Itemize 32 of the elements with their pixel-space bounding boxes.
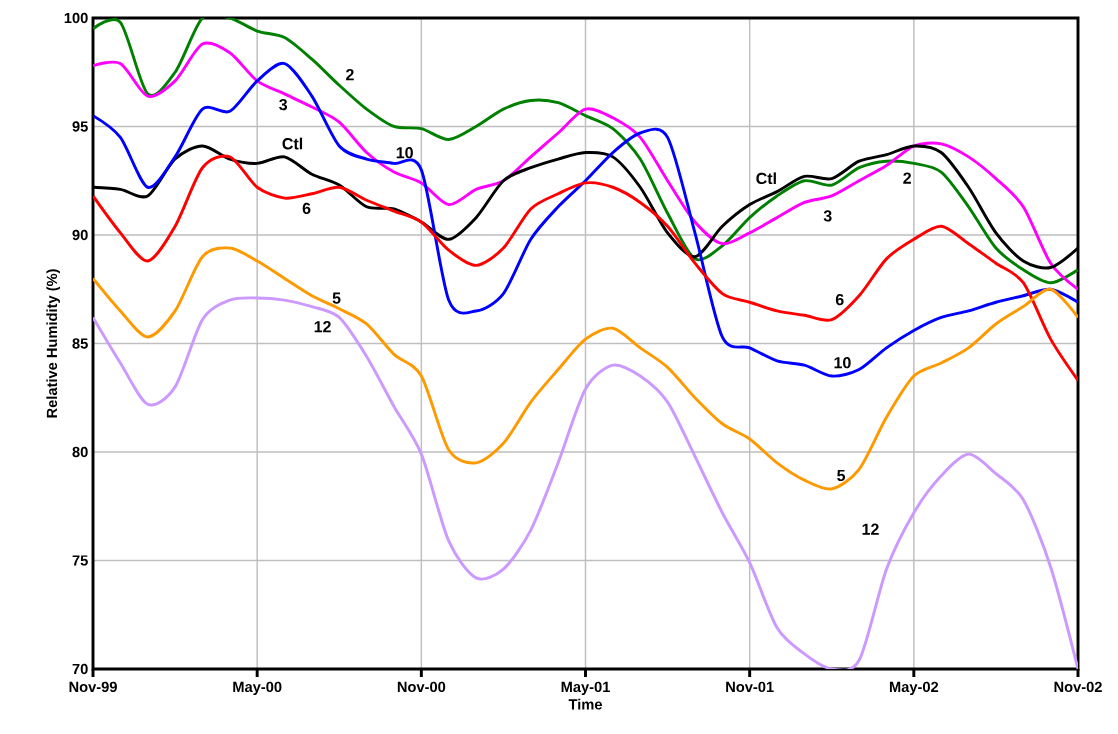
text: 2 [903, 172, 911, 184]
text: 6 [302, 202, 311, 215]
series-label: 10 [834, 357, 851, 369]
x-tick-label: May-00 [233, 681, 282, 695]
series-label: 2 [346, 69, 354, 81]
y-tick-label: 85 [72, 338, 88, 349]
text: Ctl [282, 137, 303, 150]
text: 12 [862, 523, 879, 535]
y-tick-label: 90 [72, 229, 88, 241]
y-tick-label: 100 [64, 12, 88, 24]
x-tick-label: Nov-99 [69, 681, 117, 693]
y-axis-title: Relative Humidity (%) [46, 269, 60, 418]
x-tick-label: Nov-01 [726, 681, 774, 693]
line-series [93, 62, 1078, 378]
x-tick-label: May-01 [561, 681, 610, 695]
series-label: 5 [837, 469, 846, 482]
series-label: 3 [279, 98, 288, 111]
series-label: 6 [835, 293, 844, 306]
text: 5 [332, 292, 341, 304]
y-tick-label: 75 [72, 555, 88, 566]
y-tick-label: 70 [72, 663, 88, 675]
y-tick-label: 95 [72, 121, 88, 132]
line-series [93, 246, 1078, 491]
text: 10 [396, 147, 413, 159]
x-tick-label: May-02 [889, 681, 939, 695]
text: 3 [823, 210, 832, 222]
series-label: 12 [314, 321, 331, 333]
x-axis-title: Time [568, 698, 602, 710]
x-tick-label: Nov-02 [1054, 681, 1102, 693]
x-tick-label: Nov-00 [397, 681, 446, 693]
y-tick-label: 80 [72, 446, 88, 458]
series-label: Ctl [756, 172, 776, 185]
